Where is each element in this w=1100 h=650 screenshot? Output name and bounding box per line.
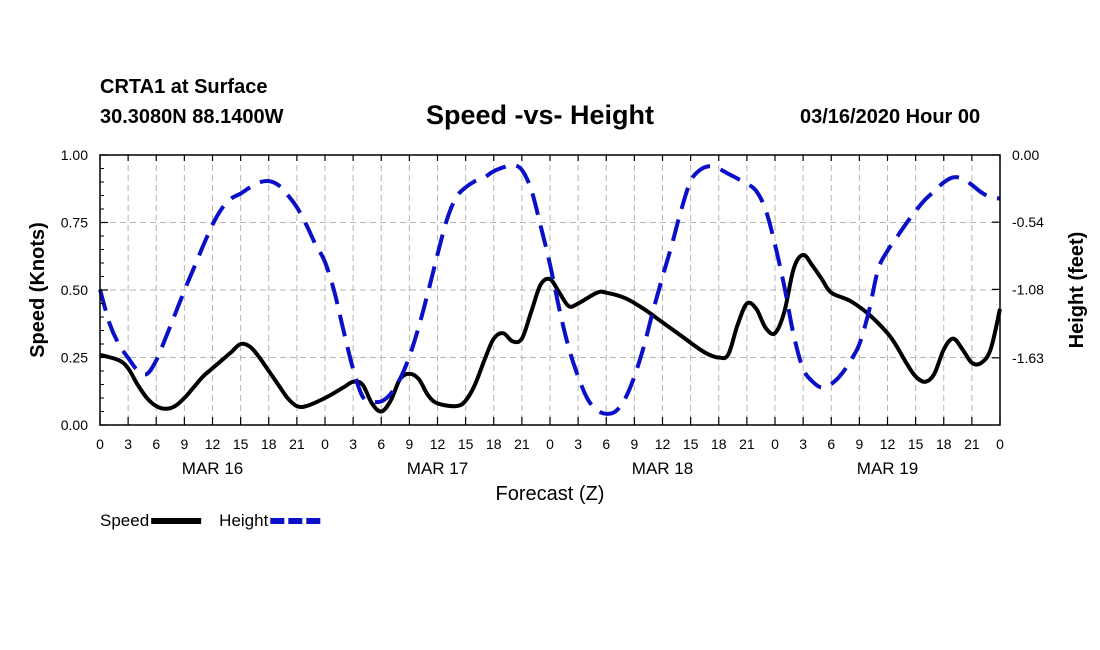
x-axis-title: Forecast (Z)	[496, 483, 605, 505]
legend-label-height: Height	[219, 511, 268, 530]
right-tick-label: -0.54	[1012, 214, 1044, 230]
x-tick-label: 12	[655, 436, 671, 452]
forecast-datetime: 03/16/2020 Hour 00	[800, 106, 981, 128]
x-tick-label: 18	[711, 436, 727, 452]
x-tick-label: 0	[996, 436, 1004, 452]
x-tick-label: 6	[602, 436, 610, 452]
x-tick-label: 0	[321, 436, 329, 452]
series-speed-line	[99, 252, 1002, 414]
date-label: MAR 19	[857, 459, 918, 478]
x-tick-label: 9	[405, 436, 413, 452]
x-tick-label: 18	[261, 436, 277, 452]
x-tick-label: 15	[458, 436, 474, 452]
x-tick-label: 18	[486, 436, 502, 452]
grid-lines	[100, 155, 1000, 425]
chart-title: Speed -vs- Height	[426, 100, 655, 130]
x-tick-label: 6	[827, 436, 835, 452]
x-tick-label: 12	[205, 436, 221, 452]
x-tick-label: 3	[124, 436, 132, 452]
data-series	[98, 162, 1002, 416]
legend: Speed Height	[100, 511, 321, 530]
x-tick-label: 0	[546, 436, 554, 452]
series-height-line	[98, 162, 1001, 416]
x-tick-label: 6	[152, 436, 160, 452]
left-tick-label: 0.00	[61, 417, 88, 433]
x-tick-label: 21	[514, 436, 530, 452]
x-tick-label: 18	[936, 436, 952, 452]
x-tick-label: 15	[683, 436, 699, 452]
x-tick-label: 15	[908, 436, 924, 452]
x-tick-label: 12	[880, 436, 896, 452]
right-tick-label: 0.00	[1012, 147, 1039, 163]
date-label: MAR 16	[182, 459, 243, 478]
left-axis-title: Speed (Knots)	[27, 222, 49, 358]
x-tick-label: 0	[771, 436, 779, 452]
axis-labels: 0 3 6 9 12 15 18 21 0 3 6 9 12 15 18 21 0 3 6 9 12 15 18 21 0 3 6 9…	[27, 147, 1088, 505]
right-axis-title: Height (feet)	[1066, 232, 1088, 349]
x-tick-label: 9	[630, 436, 638, 452]
x-tick-label: 6	[377, 436, 385, 452]
station-label: CRTA1 at Surface	[100, 76, 268, 98]
x-tick-label: 3	[574, 436, 582, 452]
right-tick-label: -1.08	[1012, 281, 1044, 297]
x-tick-label: 9	[855, 436, 863, 452]
x-tick-label: 21	[739, 436, 755, 452]
date-label: MAR 18	[632, 459, 693, 478]
x-tick-label: 3	[349, 436, 357, 452]
x-tick-label: 3	[799, 436, 807, 452]
x-tick-label: 15	[233, 436, 249, 452]
station-coordinates: 30.3080N 88.1400W	[100, 106, 284, 128]
x-tick-label: 21	[964, 436, 980, 452]
x-tick-label: 9	[180, 436, 188, 452]
left-tick-label: 0.25	[61, 350, 88, 366]
legend-label-speed: Speed	[100, 511, 149, 530]
date-label: MAR 17	[407, 459, 468, 478]
left-tick-label: 0.50	[61, 282, 88, 298]
x-tick-label: 21	[289, 436, 305, 452]
left-tick-label: 0.75	[61, 215, 88, 231]
x-tick-label: 12	[430, 436, 446, 452]
x-tick-label: 0	[96, 436, 104, 452]
right-tick-label: -1.63	[1012, 350, 1044, 366]
axis-ticks	[99, 154, 1001, 426]
left-tick-label: 1.00	[61, 147, 88, 163]
